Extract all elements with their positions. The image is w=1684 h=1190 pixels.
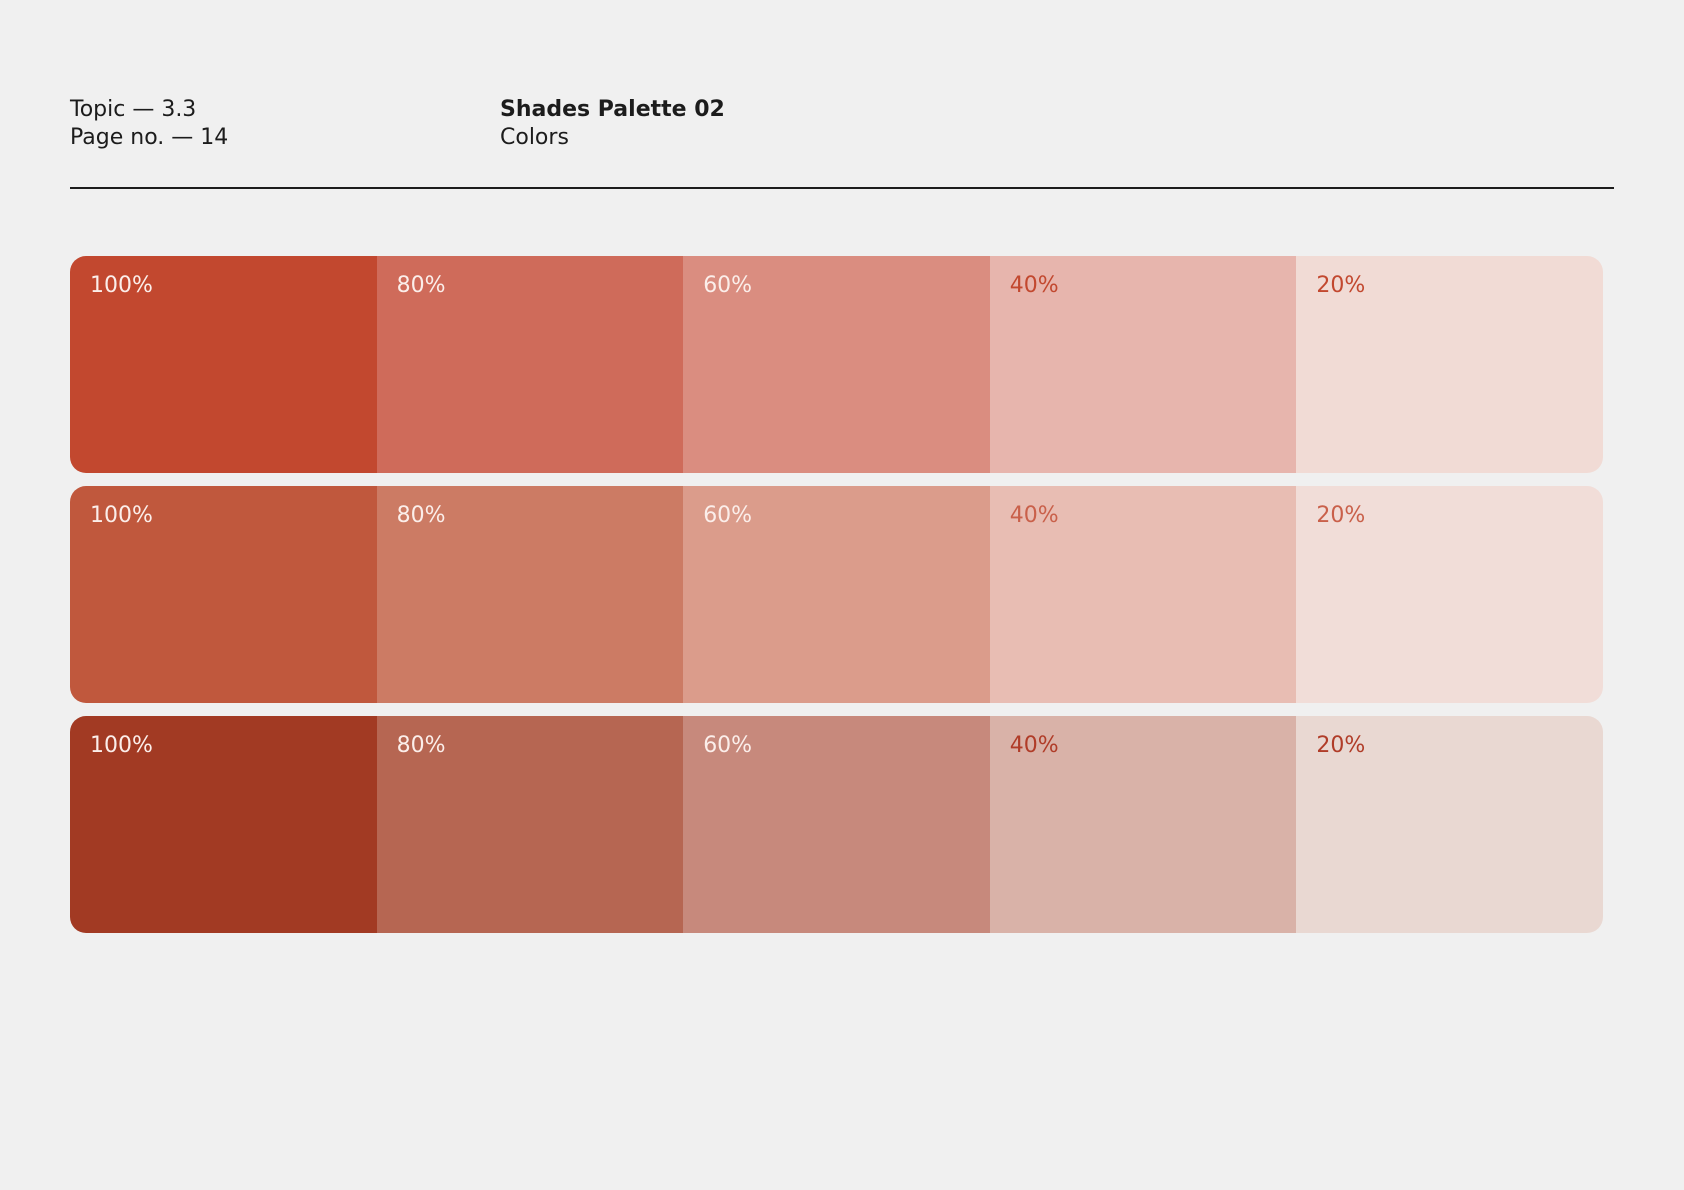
topic: Topic — 3.3 — [70, 97, 197, 122]
swatch-label: 20% — [1316, 503, 1366, 528]
swatch-label: 100% — [90, 503, 153, 528]
palette-row: 100% 80% 60% 40% 20% — [70, 716, 1603, 933]
swatch-label: 20% — [1316, 733, 1366, 758]
swatch: 60% — [683, 716, 990, 933]
swatch: 40% — [989, 256, 1297, 473]
swatch-label: 40% — [1009, 503, 1059, 528]
divider — [70, 187, 1614, 189]
swatch: 20% — [1296, 716, 1603, 933]
swatch-label: 60% — [703, 273, 753, 298]
palette-row: 100% 80% 60% 40% 20% — [70, 486, 1603, 703]
swatch: 80% — [376, 486, 684, 703]
title: Shades Palette 02 — [500, 97, 725, 122]
swatch: 80% — [376, 256, 684, 473]
swatch-label: 100% — [90, 733, 153, 758]
swatch-label: 40% — [1009, 733, 1059, 758]
swatch-label: 20% — [1316, 273, 1366, 298]
palette-row: 100% 80% 60% 40% 20% — [70, 256, 1603, 473]
swatch: 40% — [989, 486, 1297, 703]
swatch: 100% — [70, 256, 377, 473]
swatch-label: 60% — [703, 503, 753, 528]
swatch: 40% — [989, 716, 1297, 933]
page-number: Page no. — 14 — [70, 125, 229, 150]
swatch-label: 80% — [396, 733, 446, 758]
swatch: 20% — [1296, 486, 1603, 703]
swatch-label: 80% — [396, 503, 446, 528]
swatch: 100% — [70, 716, 377, 933]
swatch: 20% — [1296, 256, 1603, 473]
swatch: 100% — [70, 486, 377, 703]
swatch-label: 80% — [396, 273, 446, 298]
swatch: 80% — [376, 716, 684, 933]
subtitle: Colors — [500, 125, 569, 150]
swatch-label: 100% — [90, 273, 153, 298]
swatch-label: 40% — [1009, 273, 1059, 298]
swatch: 60% — [683, 486, 990, 703]
swatch-label: 60% — [703, 733, 753, 758]
swatch: 60% — [683, 256, 990, 473]
